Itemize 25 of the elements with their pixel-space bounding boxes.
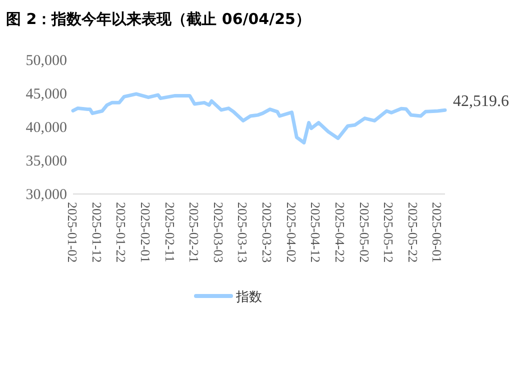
x-tick-label: 2025-06-01 xyxy=(430,202,445,263)
x-tick-label: 2025-05-22 xyxy=(405,202,420,263)
x-tick-label: 2025-02-01 xyxy=(138,202,153,263)
x-tick-label: 2025-02-21 xyxy=(186,202,202,263)
y-tick-label: 45,000 xyxy=(26,86,67,102)
y-tick-label: 50,000 xyxy=(26,53,67,69)
legend-label: 指数 xyxy=(235,290,262,305)
x-tick-label: 2025-01-22 xyxy=(114,202,129,263)
x-tick-label: 2025-04-22 xyxy=(332,202,348,263)
x-tick-label: 2025-03-03 xyxy=(210,202,226,263)
x-tick-label: 2025-02-11 xyxy=(162,202,178,262)
annotation: 42,519.6 xyxy=(453,93,509,110)
y-tick-label: 40,000 xyxy=(26,120,67,136)
x-tick-label: 2025-03-23 xyxy=(260,202,275,263)
line-series xyxy=(71,92,447,144)
y-tick-label: 35,000 xyxy=(26,154,67,170)
x-tick-label: 2025-05-02 xyxy=(356,202,372,263)
x-tick-label: 2025-05-12 xyxy=(381,202,396,263)
chart-title: 图 2：指数今年以来表现（截止 06/04/25） xyxy=(6,10,310,28)
x-tick-label: 2025-01-12 xyxy=(89,202,104,263)
x-tick-label: 2025-01-02 xyxy=(65,202,80,263)
x-tick-label: 2025-04-12 xyxy=(308,202,324,263)
x-tick-label: 2025-03-13 xyxy=(235,202,250,263)
y-tick-label: 30,000 xyxy=(26,187,67,203)
x-tick-label: 2025-04-02 xyxy=(284,202,299,263)
